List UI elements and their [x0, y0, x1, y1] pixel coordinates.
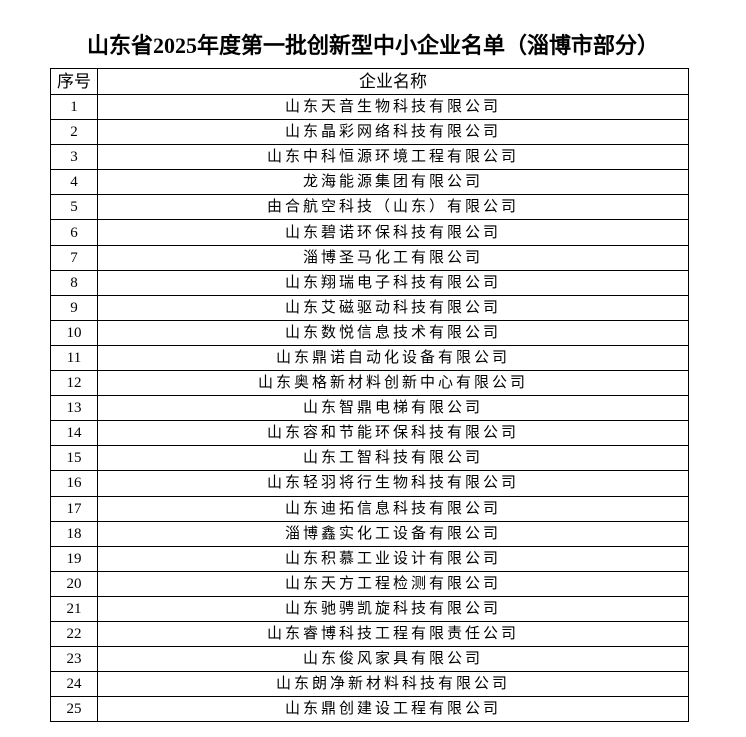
company-name-cell: 山东中科恒源环境工程有限公司: [97, 144, 689, 171]
serial-number-cell: 7: [50, 244, 98, 271]
serial-number-cell: 16: [50, 470, 98, 497]
serial-number-cell: 13: [50, 395, 98, 422]
company-name-cell: 山东轻羽将行生物科技有限公司: [97, 470, 689, 497]
company-name-cell: 山东工智科技有限公司: [97, 445, 689, 472]
serial-number-cell: 17: [50, 495, 98, 522]
serial-number-cell: 24: [50, 671, 98, 698]
company-name-cell: 山东天音生物科技有限公司: [97, 93, 689, 121]
company-name-cell: 山东俊风家具有限公司: [97, 646, 689, 673]
serial-number-cell: 19: [50, 545, 98, 572]
serial-number-cell: 25: [50, 696, 98, 723]
company-name-cell: 山东鼎诺自动化设备有限公司: [97, 344, 689, 372]
header-serial-number: 序号: [50, 68, 98, 95]
table-row: 24 山东朗净新材料科技有限公司: [50, 671, 689, 698]
serial-number-cell: 21: [50, 595, 98, 622]
company-name-cell: 山东艾磁驱动科技有限公司: [97, 294, 689, 321]
company-table: 序号 企业名称 1 山东天音生物科技有限公司 2 山东晶彩网络科技有限公司 3 山东中科恒…: [50, 68, 689, 723]
company-name-cell: 山东天方工程检测有限公司: [97, 570, 689, 597]
header-company-name: 企业名称: [97, 68, 689, 95]
table-row: 20 山东天方工程检测有限公司: [50, 570, 689, 597]
table-row: 22 山东睿博科技工程有限责任公司: [50, 620, 689, 648]
company-name-cell: 山东朗净新材料科技有限公司: [97, 671, 689, 698]
table-row: 2 山东晶彩网络科技有限公司: [50, 119, 689, 146]
table-row: 25 山东鼎创建设工程有限公司: [50, 696, 689, 723]
serial-number-cell: 12: [50, 370, 98, 397]
table-row: 5 由合航空科技（山东）有限公司: [50, 194, 689, 221]
table-row: 8 山东翔瑞电子科技有限公司: [50, 269, 689, 296]
company-name-cell: 由合航空科技（山东）有限公司: [97, 194, 689, 221]
company-name-cell: 山东鼎创建设工程有限公司: [97, 696, 689, 723]
table-header-row: 序号 企业名称: [50, 68, 689, 95]
table-row: 9 山东艾磁驱动科技有限公司: [50, 294, 689, 321]
serial-number-cell: 1: [50, 93, 98, 121]
company-name-cell: 山东容和节能环保科技有限公司: [97, 420, 689, 447]
table-row: 17 山东迪拓信息科技有限公司: [50, 495, 689, 522]
table-row: 14 山东容和节能环保科技有限公司: [50, 420, 689, 447]
company-name-cell: 山东数悦信息技术有限公司: [97, 319, 689, 346]
company-name-cell: 山东迪拓信息科技有限公司: [97, 495, 689, 522]
serial-number-cell: 18: [50, 520, 98, 547]
serial-number-cell: 22: [50, 620, 98, 648]
company-name-cell: 山东碧诺环保科技有限公司: [97, 219, 689, 246]
serial-number-cell: 11: [50, 344, 98, 372]
document-title: 山东省2025年度第一批创新型中小企业名单（淄博市部分）: [86, 33, 659, 58]
table-row: 23 山东俊风家具有限公司: [50, 646, 689, 673]
serial-number-cell: 9: [50, 294, 98, 321]
table-row: 19 山东积慕工业设计有限公司: [50, 545, 689, 572]
table-row: 12 山东奥格新材料创新中心有限公司: [50, 370, 689, 397]
table-row: 21 山东驰骋凯旋科技有限公司: [50, 595, 689, 622]
serial-number-cell: 3: [50, 144, 98, 171]
company-name-cell: 山东睿博科技工程有限责任公司: [97, 620, 689, 648]
company-name-cell: 山东智鼎电梯有限公司: [97, 395, 689, 422]
table-row: 10 山东数悦信息技术有限公司: [50, 319, 689, 346]
company-name-cell: 山东翔瑞电子科技有限公司: [97, 269, 689, 296]
table-row: 7 淄博圣马化工有限公司: [50, 244, 689, 271]
table-row: 6 山东碧诺环保科技有限公司: [50, 219, 689, 246]
table-row: 18 淄博鑫实化工设备有限公司: [50, 520, 689, 547]
company-name-cell: 淄博鑫实化工设备有限公司: [97, 520, 689, 547]
table-row: 13 山东智鼎电梯有限公司: [50, 395, 689, 422]
company-name-cell: 淄博圣马化工有限公司: [97, 244, 689, 271]
serial-number-cell: 5: [50, 194, 98, 221]
table-row: 3 山东中科恒源环境工程有限公司: [50, 144, 689, 171]
company-name-cell: 山东驰骋凯旋科技有限公司: [97, 595, 689, 622]
serial-number-cell: 10: [50, 319, 98, 346]
company-name-cell: 山东积慕工业设计有限公司: [97, 545, 689, 572]
serial-number-cell: 8: [50, 269, 98, 296]
table-row: 15 山东工智科技有限公司: [50, 445, 689, 472]
serial-number-cell: 14: [50, 420, 98, 447]
serial-number-cell: 6: [50, 219, 98, 246]
company-name-cell: 山东晶彩网络科技有限公司: [97, 119, 689, 146]
table-row: 1 山东天音生物科技有限公司: [50, 93, 689, 121]
serial-number-cell: 15: [50, 445, 98, 472]
serial-number-cell: 23: [50, 646, 98, 673]
company-name-cell: 山东奥格新材料创新中心有限公司: [97, 370, 689, 397]
table-row: 4 龙海能源集团有限公司: [50, 169, 689, 196]
company-name-cell: 龙海能源集团有限公司: [97, 169, 689, 196]
table-row: 11 山东鼎诺自动化设备有限公司: [50, 344, 689, 372]
serial-number-cell: 4: [50, 169, 98, 196]
serial-number-cell: 2: [50, 119, 98, 146]
serial-number-cell: 20: [50, 570, 98, 597]
table-row: 16 山东轻羽将行生物科技有限公司: [50, 470, 689, 497]
